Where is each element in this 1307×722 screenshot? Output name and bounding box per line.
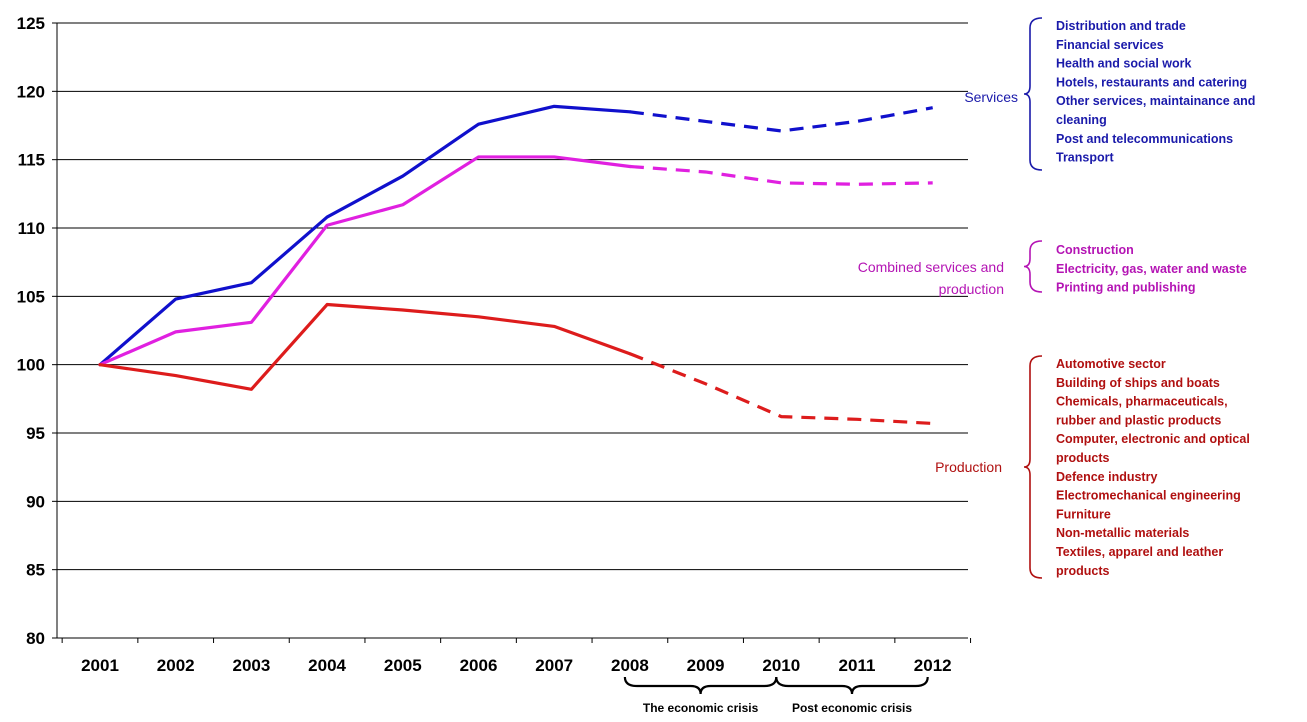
series-lines <box>98 104 933 426</box>
y-tick-label-125: 125 <box>17 14 45 33</box>
sector-item-2-3: rubber and plastic products <box>1056 413 1221 427</box>
group-brace-1 <box>1023 240 1043 293</box>
sector-item-1-2: Printing and publishing <box>1056 281 1196 295</box>
sector-item-0-1: Financial services <box>1056 38 1164 52</box>
y-tick-label-100: 100 <box>17 356 45 375</box>
period-annotations: The economic crisis Post economic crisis <box>623 676 929 715</box>
group-label-1-0: Combined services and <box>858 259 1004 275</box>
y-tick-label-85: 85 <box>26 561 45 580</box>
x-tick-label-2002: 2002 <box>157 656 195 675</box>
sector-item-2-1: Building of ships and boats <box>1056 376 1220 390</box>
x-tick-label-2009: 2009 <box>687 656 725 675</box>
sector-item-2-5: products <box>1056 451 1110 465</box>
sector-item-0-5: cleaning <box>1056 113 1107 127</box>
series-forecast-services <box>629 106 933 133</box>
x-tick-label-2008: 2008 <box>611 656 649 675</box>
y-tick-label-120: 120 <box>17 82 45 101</box>
series-forecast-production <box>629 352 933 426</box>
sector-item-0-4: Other services, maintainance and <box>1056 94 1255 108</box>
group-label-0-0: Services <box>964 89 1018 105</box>
sector-item-2-2: Chemicals, pharmaceuticals, <box>1056 395 1228 409</box>
x-tick-label-2011: 2011 <box>839 656 876 675</box>
sector-item-2-9: Non-metallic materials <box>1056 526 1189 540</box>
period-brace-0 <box>623 676 778 695</box>
x-tick-label-2006: 2006 <box>460 656 498 675</box>
sector-item-2-6: Defence industry <box>1056 470 1157 484</box>
y-tick-label-95: 95 <box>26 424 45 443</box>
y-tick-label-80: 80 <box>26 629 45 648</box>
sector-item-2-0: Automotive sector <box>1056 357 1166 371</box>
sector-item-0-0: Distribution and trade <box>1056 19 1186 33</box>
y-tick-label-110: 110 <box>18 219 45 238</box>
grid-lines <box>57 22 968 571</box>
x-tick-label-2004: 2004 <box>308 656 346 675</box>
x-tick-label-2007: 2007 <box>535 656 573 675</box>
group-brace-0 <box>1023 17 1043 171</box>
x-axis: 2001 2002 2003 2004 2005 2006 2007 2008 2009 2010… <box>57 637 972 675</box>
x-tick-label-2005: 2005 <box>384 656 422 675</box>
sector-item-2-8: Furniture <box>1056 507 1111 521</box>
group-label-1-1: production <box>939 281 1004 297</box>
period-brace-1 <box>775 676 929 695</box>
sector-item-0-2: Health and social work <box>1056 57 1192 71</box>
sector-item-0-3: Hotels, restaurants and catering <box>1056 75 1247 89</box>
sector-item-0-6: Post and telecommunications <box>1056 132 1233 146</box>
y-tick-label-90: 90 <box>26 492 45 511</box>
sector-item-2-4: Computer, electronic and optical <box>1056 432 1250 446</box>
series-line-services <box>98 104 632 367</box>
sector-item-1-0: Construction <box>1056 243 1134 257</box>
x-tick-label-2012: 2012 <box>914 656 952 675</box>
sector-item-0-7: Transport <box>1056 151 1114 165</box>
series-forecast-combined-services-and-production <box>629 164 933 186</box>
series-line-combined-services-and-production <box>98 155 632 367</box>
group-label-2-0: Production <box>935 459 1002 475</box>
sector-item-2-10: Textiles, apparel and leather <box>1056 545 1223 559</box>
x-tick-label-2010: 2010 <box>762 656 800 675</box>
sector-item-2-7: Electromechanical engineering <box>1056 489 1241 503</box>
series-line-production <box>98 302 632 391</box>
period-label-1: Post economic crisis <box>792 701 912 715</box>
y-axis: 80 85 90 95 100 105 110 115 120 125 <box>17 14 58 648</box>
y-tick-label-105: 105 <box>17 287 45 306</box>
sector-item-1-1: Electricity, gas, water and waste <box>1056 262 1247 276</box>
period-label-0: The economic crisis <box>643 701 759 715</box>
x-tick-label-2003: 2003 <box>232 656 270 675</box>
x-tick-label-2001: 2001 <box>81 656 119 675</box>
group-brace-2 <box>1023 355 1043 579</box>
y-tick-label-115: 115 <box>18 151 45 170</box>
sector-legend: Services Distribution and trade Financial … <box>858 17 1255 579</box>
sector-item-2-11: products <box>1056 564 1110 578</box>
